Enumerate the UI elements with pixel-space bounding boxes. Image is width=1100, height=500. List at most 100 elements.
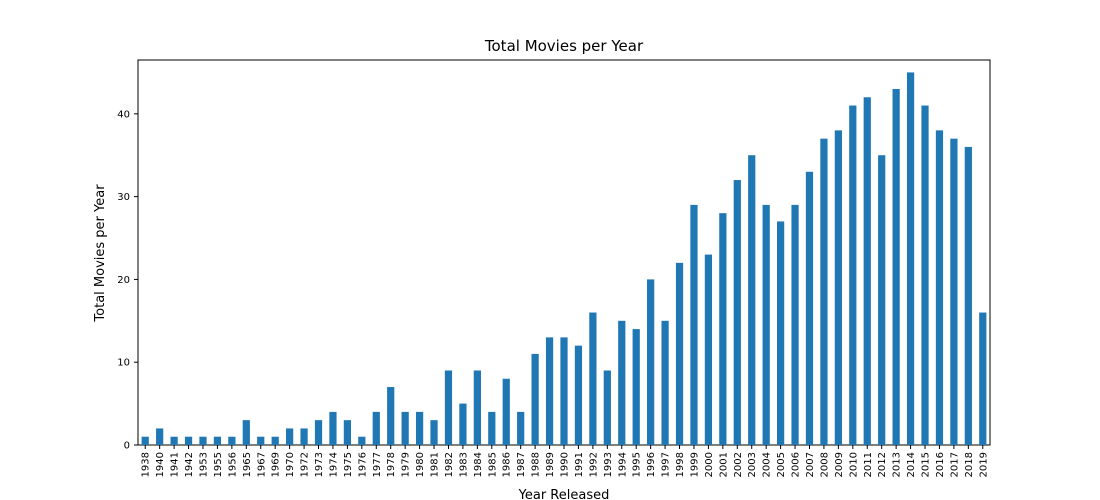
bar-1956 <box>228 436 236 445</box>
bar-1986 <box>502 378 510 445</box>
x-tick-label: 1973 <box>314 452 325 477</box>
chart-title: Total Movies per Year <box>484 37 644 55</box>
y-axis-title: Total Movies per Year <box>93 184 108 323</box>
x-tick-label: 1988 <box>531 452 542 477</box>
x-tick-label: 1955 <box>213 452 224 477</box>
x-tick-label: 2013 <box>892 452 903 477</box>
x-axis-title: Year Released <box>518 488 610 500</box>
y-tick-label: 40 <box>117 109 130 120</box>
x-tick-label: 2003 <box>747 452 758 477</box>
bar-1969 <box>271 436 279 445</box>
x-tick-label: 2004 <box>762 452 773 477</box>
bar-1981 <box>430 420 438 445</box>
bar-2011 <box>863 97 871 445</box>
bar-1994 <box>618 320 626 445</box>
x-tick-label: 2017 <box>949 452 960 477</box>
x-tick-label: 1965 <box>242 452 253 477</box>
x-tick-label: 1989 <box>545 452 556 477</box>
x-tick-label: 1984 <box>473 452 484 477</box>
bar-1987 <box>517 411 525 445</box>
bar-1942 <box>184 436 193 445</box>
x-tick-label: 2009 <box>834 452 845 477</box>
x-tick-label: 1992 <box>588 452 599 477</box>
bar-1997 <box>661 320 669 445</box>
x-tick-label: 2010 <box>848 452 859 477</box>
bar-2005 <box>777 221 785 445</box>
x-tick-label: 1978 <box>386 452 397 477</box>
bar-2019 <box>979 312 987 445</box>
bar-1984 <box>473 370 481 445</box>
x-tick-label: 2015 <box>921 452 932 477</box>
x-tick-label: 1976 <box>357 452 368 477</box>
x-tick-label: 1977 <box>372 452 383 477</box>
x-tick-label: 1995 <box>632 452 643 477</box>
x-tick-label: 1993 <box>603 452 614 477</box>
bar-2000 <box>704 254 713 445</box>
bar-1980 <box>415 411 424 445</box>
x-tick-label: 1997 <box>661 452 672 477</box>
x-tick-label: 2001 <box>718 452 729 477</box>
bar-1975 <box>343 420 351 445</box>
x-tick-label: 1981 <box>430 452 441 477</box>
bar-2006 <box>791 204 799 445</box>
bars <box>141 72 987 446</box>
bar-2009 <box>834 130 842 445</box>
bar-1940 <box>156 428 164 445</box>
bar-1995 <box>632 329 640 445</box>
x-tick-label: 1990 <box>560 452 571 477</box>
bar-2016 <box>935 130 944 445</box>
x-tick-label: 1969 <box>271 452 282 477</box>
x-tick-label: 1996 <box>646 452 657 477</box>
x-tick-label: 1979 <box>401 452 412 477</box>
bar-1992 <box>589 312 597 445</box>
x-tick-label: 2019 <box>978 452 989 477</box>
x-tick-label: 1991 <box>574 452 585 477</box>
y-tick-label: 30 <box>117 192 130 203</box>
bar-1993 <box>603 370 611 445</box>
bar-2013 <box>892 88 900 445</box>
bar-1990 <box>560 337 568 445</box>
bar-2003 <box>748 155 756 445</box>
x-tick-label: 1942 <box>184 452 195 477</box>
x-tick-label: 1967 <box>256 452 267 477</box>
y-tick-label: 20 <box>117 275 130 286</box>
x-tick-label: 1972 <box>300 452 311 477</box>
x-tick-label: 1982 <box>444 452 455 477</box>
bar-1991 <box>574 345 583 445</box>
bar-1953 <box>199 436 207 445</box>
bar-1988 <box>531 353 539 445</box>
bar-2004 <box>762 204 770 445</box>
bar-2014 <box>906 72 915 446</box>
x-tick-label: 1953 <box>198 452 209 477</box>
x-tick-label: 1983 <box>458 452 469 477</box>
bar-2002 <box>733 180 741 446</box>
bar-1996 <box>647 279 655 445</box>
bar-2015 <box>921 105 929 445</box>
x-tick-label: 2007 <box>805 452 816 477</box>
bar-1999 <box>690 204 698 445</box>
bar-1974 <box>329 411 337 445</box>
bar-2008 <box>820 138 828 445</box>
bar-1972 <box>300 428 308 445</box>
bar-1938 <box>141 436 149 445</box>
bar-1965 <box>242 420 250 445</box>
x-tick-label: 1974 <box>328 452 339 477</box>
x-tick-label: 1985 <box>487 452 498 477</box>
x-tick-label: 1938 <box>141 452 152 477</box>
bar-2001 <box>719 213 727 445</box>
bar-2018 <box>964 146 972 445</box>
x-tick-label: 1940 <box>155 452 166 477</box>
x-tick-label: 1956 <box>227 452 238 477</box>
x-axis: 1938 1940 1941 1942 1953 1955 1956 1965 1967 1969… <box>141 445 989 477</box>
bar-1976 <box>358 436 366 445</box>
bar-2007 <box>805 171 814 445</box>
bar-1970 <box>286 428 294 445</box>
bar-1955 <box>213 436 222 445</box>
bar-1977 <box>372 411 380 445</box>
x-tick-label: 2016 <box>935 452 946 477</box>
x-tick-label: 2012 <box>877 452 888 477</box>
x-tick-label: 2018 <box>964 452 975 477</box>
x-tick-label: 1999 <box>689 452 700 477</box>
x-tick-label: 2014 <box>906 452 917 477</box>
